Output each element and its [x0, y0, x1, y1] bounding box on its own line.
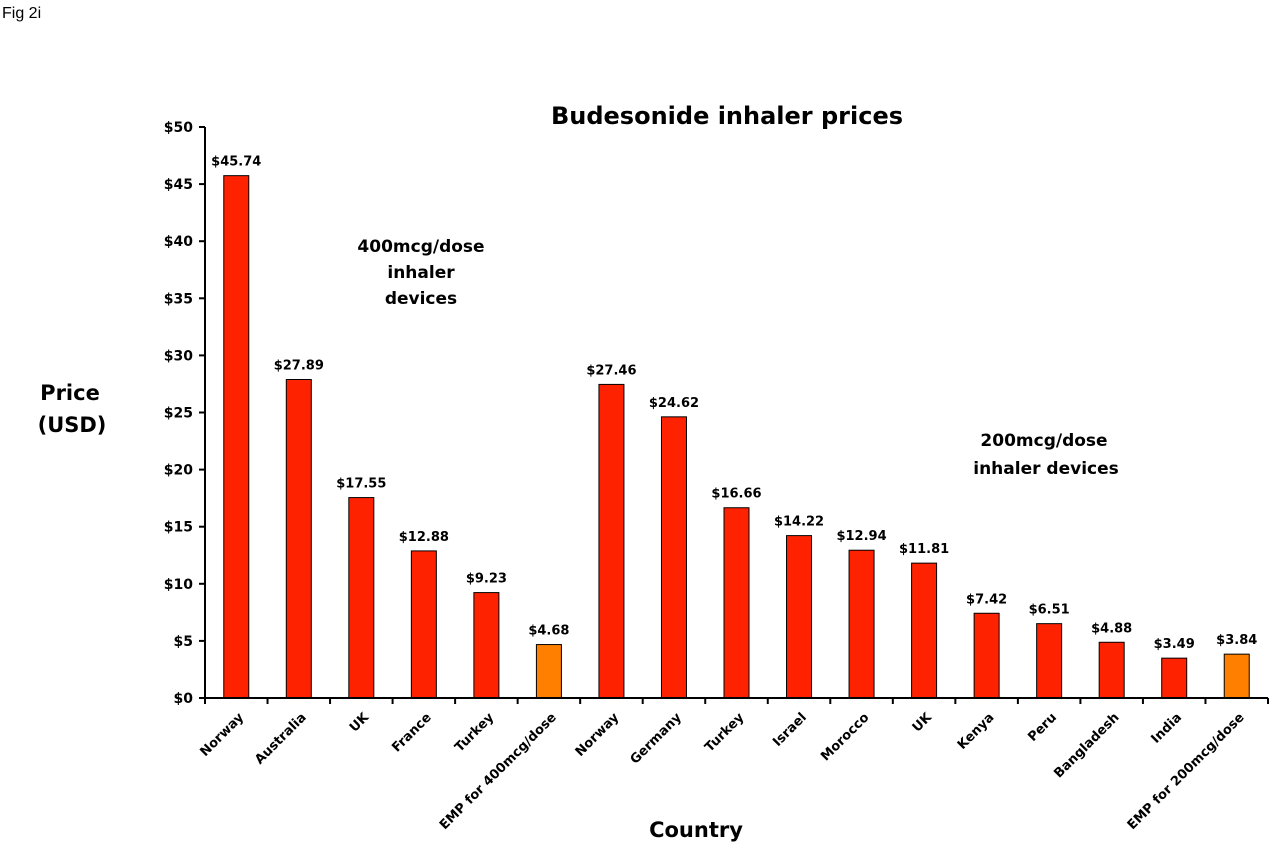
- bar: [410, 550, 437, 699]
- bar: [786, 535, 813, 699]
- data-label: $27.89: [274, 358, 324, 373]
- bar: [848, 549, 875, 699]
- annotation-200mcg: 200mcg/dose inhaler devices: [973, 431, 1119, 479]
- x-tick-label: Morocco: [818, 710, 872, 764]
- annotation-400mcg-line-1: 400mcg/dose: [357, 237, 484, 257]
- x-tick-label: EMP for 200mcg/dose: [1125, 710, 1248, 833]
- bar: [1161, 657, 1188, 699]
- y-tick-label: $25: [164, 406, 193, 422]
- data-label: $4.88: [1091, 621, 1132, 636]
- y-tick-label: $45: [164, 177, 193, 193]
- y-tick-label: $40: [164, 234, 193, 250]
- x-tick-label: UK: [347, 710, 373, 736]
- data-label: $4.68: [528, 624, 569, 639]
- data-label: $7.42: [966, 592, 1007, 607]
- bar: [348, 497, 375, 699]
- y-axis-title: Price (USD): [38, 381, 107, 437]
- annotation-200mcg-line-2: inhaler devices: [973, 459, 1119, 479]
- x-axis-title: Country: [649, 818, 743, 842]
- annotation-400mcg-line-3: devices: [385, 289, 457, 309]
- data-label: $16.66: [711, 487, 761, 502]
- figure-label: Fig 2i: [2, 5, 42, 22]
- data-label: $24.62: [649, 396, 699, 411]
- bar: [1223, 653, 1250, 699]
- bar: [1036, 623, 1063, 699]
- data-label: $27.46: [586, 363, 636, 378]
- x-tick-label: India: [1149, 710, 1186, 747]
- y-tick-label: $10: [164, 577, 193, 593]
- y-axis-title-line-2: (USD): [38, 413, 107, 437]
- bar: [285, 378, 312, 699]
- x-tick-label: EMP for 400mcg/dose: [437, 710, 560, 833]
- data-label: $3.49: [1154, 637, 1195, 652]
- y-tick-label: $20: [164, 463, 193, 479]
- data-label: $12.88: [399, 530, 449, 545]
- x-tick-label: Norway: [198, 710, 248, 760]
- bar: [911, 562, 938, 699]
- y-tick-label: $0: [174, 691, 194, 707]
- bar: [723, 507, 750, 699]
- y-tick-label: $35: [164, 291, 193, 307]
- bar: [473, 592, 500, 699]
- y-tick-label: $30: [164, 348, 193, 364]
- y-tick-label: $50: [164, 120, 193, 136]
- bar: [1098, 641, 1125, 699]
- x-tick-label: Kenya: [955, 710, 998, 753]
- annotation-400mcg-line-2: inhaler: [387, 263, 455, 283]
- x-tick-label: Peru: [1025, 710, 1060, 745]
- data-label: $6.51: [1029, 603, 1070, 618]
- data-label: $11.81: [899, 542, 949, 557]
- bar: [973, 612, 1000, 699]
- data-label: $3.84: [1216, 633, 1257, 648]
- x-tick-label: Turkey: [702, 710, 747, 755]
- x-tick-label: France: [389, 710, 434, 755]
- x-tick-label: Turkey: [452, 710, 497, 755]
- x-tick-label: UK: [910, 710, 936, 736]
- x-tick-label: Australia: [252, 710, 309, 767]
- data-label: $14.22: [774, 515, 824, 530]
- bar: [598, 383, 625, 699]
- annotation-400mcg: 400mcg/dose inhaler devices: [357, 237, 484, 309]
- bar: [660, 416, 687, 699]
- data-label: $12.94: [836, 529, 886, 544]
- bar: [535, 644, 562, 699]
- y-tick-label: $5: [174, 634, 193, 650]
- x-tick-label: Norway: [573, 710, 623, 760]
- chart-title: Budesonide inhaler prices: [551, 102, 903, 130]
- y-axis-title-line-1: Price: [40, 381, 100, 405]
- data-label: $45.74: [211, 155, 261, 170]
- bar: [223, 175, 250, 699]
- annotation-200mcg-line-1: 200mcg/dose: [980, 431, 1107, 451]
- data-label: $17.55: [336, 477, 386, 492]
- x-tick-label: Germany: [628, 710, 686, 768]
- data-label: $9.23: [466, 572, 507, 587]
- x-tick-label: Israel: [770, 710, 810, 750]
- y-tick-label: $15: [164, 520, 193, 536]
- x-tick-label: Bangladesh: [1051, 710, 1122, 781]
